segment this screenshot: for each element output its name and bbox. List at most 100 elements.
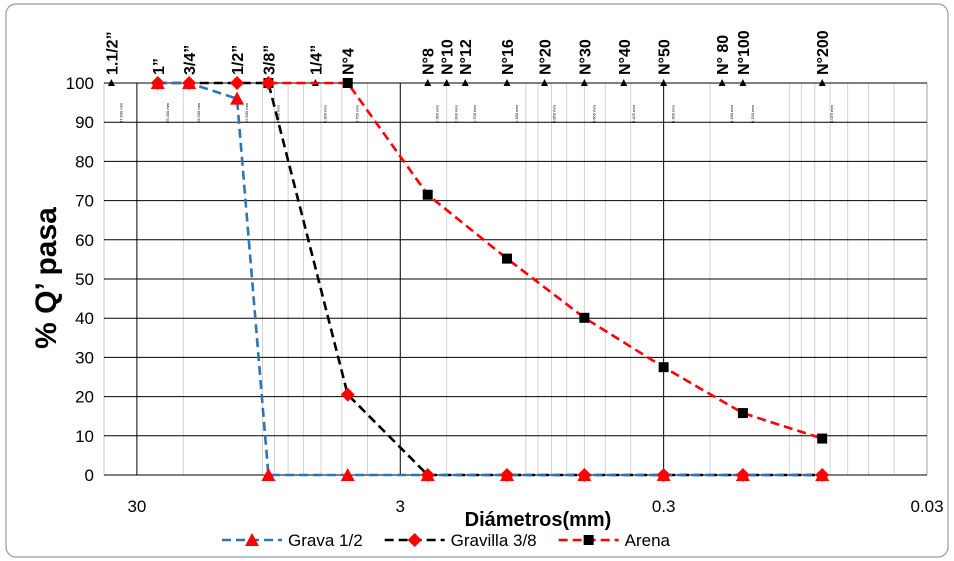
sieve-marker xyxy=(660,79,668,86)
data-point xyxy=(658,362,669,373)
sieve-marker xyxy=(503,79,511,86)
y-tick-label: 0 xyxy=(85,466,94,485)
sieve-marker xyxy=(424,79,432,86)
sieve-mm-label: 19.000 mm xyxy=(196,102,201,123)
sieve-label: N°4 xyxy=(341,48,358,75)
data-point xyxy=(342,78,353,88)
sieve-mm-label: 0.425 mm xyxy=(631,105,636,123)
data-point xyxy=(815,468,830,481)
sieve-mm-label: 25.000 mm xyxy=(165,102,170,123)
x-tick-label: 3 xyxy=(396,497,405,516)
legend: Grava 1/2 Gravilla 3/8 Arena xyxy=(222,531,671,550)
y-tick-label: 20 xyxy=(75,388,94,407)
y-tick-label: 30 xyxy=(75,348,94,367)
sieve-mm-label: 12.500 mm xyxy=(244,102,249,123)
y-tick-label: 80 xyxy=(75,152,94,171)
series-markers xyxy=(150,76,830,481)
y-axis-tick-labels: 0 10 20 30 40 50 60 70 80 90 100 xyxy=(66,74,94,485)
data-point xyxy=(817,433,828,444)
sieve-mm-label: 1.180 mm xyxy=(514,105,519,123)
sieve-label: N°20 xyxy=(538,39,555,75)
sieve-mm-label: 2.360 mm xyxy=(435,105,440,123)
sieve-mm-label: 9.500 mm xyxy=(275,105,280,123)
series-gravilla-3-8 xyxy=(157,81,823,477)
sieve-label: 1” xyxy=(151,58,168,75)
sieve-label: N°10 xyxy=(440,39,457,75)
sieve-marker xyxy=(620,79,628,86)
sieve-label: N°200 xyxy=(815,30,832,75)
x-axis-tick-labels: 30 3 0.3 0.03 xyxy=(127,497,943,516)
data-point xyxy=(577,468,592,481)
series-line xyxy=(157,81,823,477)
y-tick-label: 40 xyxy=(75,309,94,328)
data-point xyxy=(245,533,259,546)
legend-entry: Grava 1/2 xyxy=(288,531,363,550)
data-point xyxy=(499,468,514,481)
sieve-label: 1/4” xyxy=(308,45,325,75)
sieve-label: N°40 xyxy=(617,39,634,75)
sieve-marker xyxy=(739,79,747,86)
series-arena xyxy=(268,81,823,440)
y-tick-label: 50 xyxy=(75,270,94,289)
x-tick-label: 0.03 xyxy=(910,497,943,516)
data-point xyxy=(230,76,245,90)
sieve-label: 3/4” xyxy=(182,45,199,75)
data-point xyxy=(737,408,748,419)
sieve-mm-label: 0.300 mm xyxy=(671,105,676,123)
sieve-marker xyxy=(107,79,115,86)
data-point xyxy=(340,468,355,481)
x-tick-label: 30 xyxy=(127,497,146,516)
data-point xyxy=(340,387,355,402)
sieve-mm-label: 37.500 mm xyxy=(118,102,123,123)
sieve-label: 3/8” xyxy=(261,45,278,75)
data-point xyxy=(422,189,433,200)
data-point xyxy=(261,468,276,481)
data-point xyxy=(656,468,671,481)
data-point xyxy=(182,76,197,89)
sieve-label: N°12 xyxy=(458,39,475,75)
legend-entry: Gravilla 3/8 xyxy=(451,531,537,550)
data-point xyxy=(501,253,512,264)
data-point xyxy=(230,91,245,105)
sieve-label: N°16 xyxy=(500,39,517,75)
y-tick-label: 100 xyxy=(66,74,94,93)
data-point xyxy=(407,533,422,547)
sieve-markers: 1.1/2” 37.500 mm 1” 25.000 mm 3/4” 19.000 mm 1… xyxy=(104,30,834,123)
sieve-mm-label: 1.700 mm xyxy=(472,105,477,123)
data-point xyxy=(420,468,435,481)
y-axis-title: % Q’ pasa xyxy=(30,207,63,349)
sieve-label: N°50 xyxy=(657,39,674,75)
sieve-marker xyxy=(461,79,469,86)
sieve-mm-label: 0.600 mm xyxy=(591,105,596,123)
sieve-mm-label: 2.000 mm xyxy=(454,105,459,123)
sieve-label: 1/2” xyxy=(230,45,247,75)
data-series xyxy=(150,76,830,482)
sieve-label: N°100 xyxy=(736,30,753,75)
sieve-marker xyxy=(443,79,451,86)
data-point xyxy=(735,468,750,481)
sieve-marker xyxy=(818,79,826,86)
chart-frame xyxy=(5,3,949,558)
sieve-label: N° 80 xyxy=(715,35,732,75)
y-tick-label: 10 xyxy=(75,427,94,446)
sieve-label: N°30 xyxy=(577,39,594,75)
sieve-mm-label: 6.300 mm xyxy=(322,105,327,123)
data-point xyxy=(583,535,594,545)
data-point xyxy=(579,312,590,323)
sieve-label: N°8 xyxy=(421,48,438,75)
sieve-mm-label: 0.850 mm xyxy=(552,105,557,123)
sieve-mm-label: 0.150 mm xyxy=(750,105,755,123)
data-point xyxy=(261,76,276,90)
x-tick-label: 0.3 xyxy=(652,497,676,516)
x-axis-title: Diámetros(mm) xyxy=(465,509,612,531)
series-line xyxy=(268,81,823,440)
sieve-marker xyxy=(541,79,549,86)
sieve-marker xyxy=(580,79,588,86)
data-point xyxy=(150,76,165,89)
legend-entry: Arena xyxy=(625,531,671,550)
sieve-mm-label: 4.750 mm xyxy=(355,105,360,123)
sieve-mm-label: 0.180 mm xyxy=(729,105,734,123)
sieve-label: 1.1/2” xyxy=(104,31,121,75)
y-tick-label: 90 xyxy=(75,113,94,132)
